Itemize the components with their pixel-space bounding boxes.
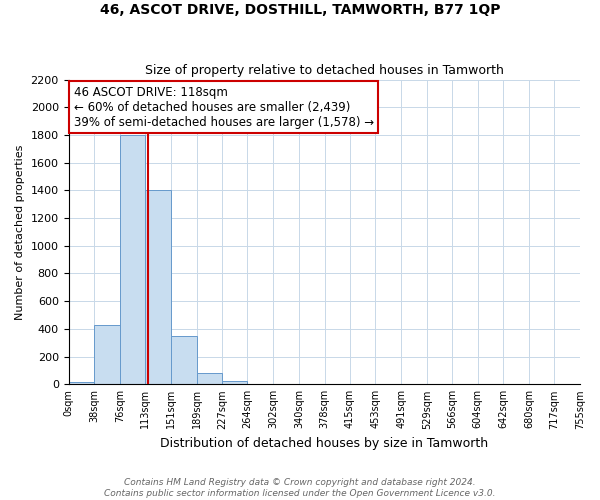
Bar — [197, 373, 223, 384]
Bar — [68, 382, 94, 384]
Bar — [223, 381, 247, 384]
Title: Size of property relative to detached houses in Tamworth: Size of property relative to detached ho… — [145, 64, 504, 77]
Text: Contains HM Land Registry data © Crown copyright and database right 2024.
Contai: Contains HM Land Registry data © Crown c… — [104, 478, 496, 498]
Y-axis label: Number of detached properties: Number of detached properties — [15, 144, 25, 320]
Bar — [145, 190, 171, 384]
X-axis label: Distribution of detached houses by size in Tamworth: Distribution of detached houses by size … — [160, 437, 488, 450]
Bar — [120, 135, 145, 384]
Bar — [94, 324, 120, 384]
Text: 46, ASCOT DRIVE, DOSTHILL, TAMWORTH, B77 1QP: 46, ASCOT DRIVE, DOSTHILL, TAMWORTH, B77… — [100, 2, 500, 16]
Text: 46 ASCOT DRIVE: 118sqm
← 60% of detached houses are smaller (2,439)
39% of semi-: 46 ASCOT DRIVE: 118sqm ← 60% of detached… — [74, 86, 374, 128]
Bar — [171, 336, 197, 384]
